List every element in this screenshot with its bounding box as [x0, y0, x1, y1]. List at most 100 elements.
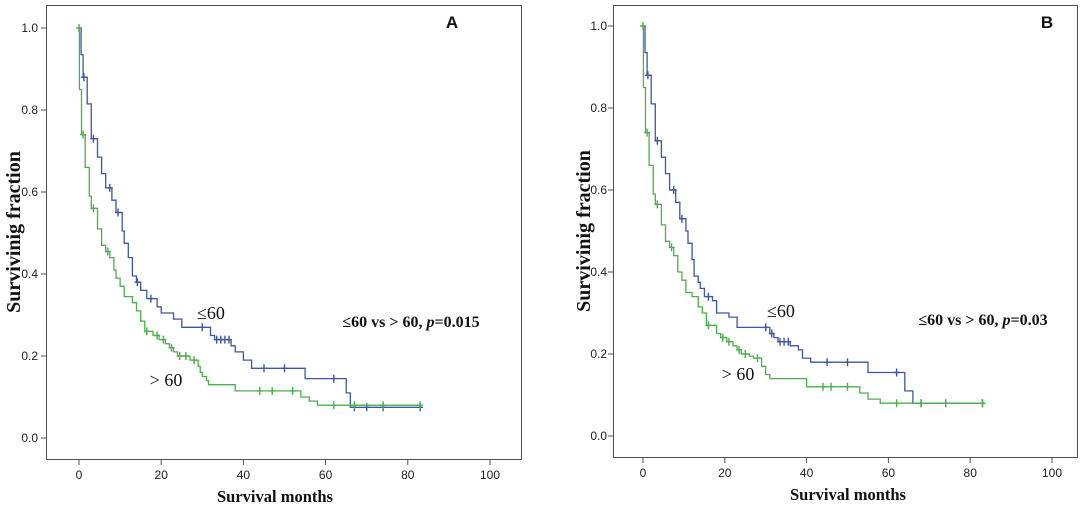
censor-mark-le60 [147, 294, 154, 303]
censor-mark-gt60 [160, 335, 167, 344]
censor-mark-le60 [281, 364, 288, 373]
censor-mark-gt60 [942, 399, 949, 408]
censor-mark-gt60 [154, 331, 161, 340]
y-tick-label: 1.0 [590, 19, 607, 33]
plot-frame [613, 5, 1078, 458]
axes: 0.0 0.2 0.4 0.6 0.8 1.0 0 20 40 60 80 100 [590, 19, 1062, 480]
y-axis-title: Survivinig fraction [3, 151, 25, 313]
censor-mark-gt60 [417, 401, 424, 410]
censor-mark-le60 [644, 71, 651, 80]
x-tick-label: 80 [401, 468, 415, 482]
y-axis-title: Survivinig fraction [573, 150, 595, 312]
censor-mark-gt60 [176, 352, 183, 360]
survival-curve-le60 [79, 27, 421, 408]
y-tick-label: 0.2 [590, 347, 607, 361]
x-axis-title: Survival months [790, 485, 907, 504]
y-tick-label: 0.8 [590, 101, 607, 115]
censor-mark-le60 [705, 292, 712, 301]
panel-b: 0.0 0.2 0.4 0.6 0.8 1.0 0 20 40 60 80 100 B Survivi… [573, 5, 1078, 504]
censor-mark-le60 [678, 214, 685, 223]
censor-mark-le60 [363, 403, 370, 412]
censor-mark-gt60 [182, 352, 189, 360]
censor-mark-gt60 [143, 327, 150, 336]
x-axis-title: Survival months [217, 487, 334, 506]
censor-mark-le60 [762, 323, 769, 332]
censor-mark-gt60 [76, 24, 82, 32]
censor-mark-le60 [115, 208, 121, 217]
censor-mark-le60 [654, 136, 661, 145]
panel-a: 0.0 0.2 0.4 0.6 0.8 1.0 0 20 40 60 80 100 A Survivi… [3, 5, 522, 506]
y-tick-label: 0.6 [21, 185, 38, 199]
censor-mark-le60 [226, 335, 232, 344]
censor-mark-gt60 [80, 130, 87, 139]
y-tick-label: 1.0 [21, 21, 38, 35]
logrank-test-annotation: ≤60 vs > 60, p=0.03 [918, 312, 1047, 329]
y-tick-label: 0.2 [21, 349, 38, 363]
plot-frame [46, 5, 522, 460]
censor-mark-gt60 [668, 243, 675, 252]
censor-mark-le60 [330, 374, 337, 383]
censor-mark-gt60 [351, 401, 358, 410]
censor-mark-gt60 [918, 399, 925, 408]
censor-mark-gt60 [725, 337, 732, 346]
test-comparison: ≤60 vs > 60, [918, 312, 1002, 329]
p-symbol: p [1001, 312, 1011, 329]
survival-curve-gt60 [78, 27, 421, 406]
x-tick-label: 60 [319, 468, 333, 482]
censor-mark-le60 [785, 337, 792, 346]
censor-mark-gt60 [705, 321, 712, 330]
survival-curve-gt60 [642, 25, 983, 404]
x-tick-label: 100 [1042, 466, 1062, 480]
censor-mark-gt60 [90, 204, 97, 213]
survival-curves [76, 24, 424, 412]
censor-mark-gt60 [640, 22, 646, 30]
censor-mark-le60 [768, 329, 775, 338]
y-tick-label: 0.8 [21, 103, 38, 117]
censor-mark-le60 [844, 358, 851, 367]
y-tick-label: 0.0 [21, 431, 38, 445]
censor-mark-gt60 [736, 345, 743, 354]
y-tick-label: 0.0 [590, 429, 607, 443]
test-comparison: ≤60 vs > 60, [342, 314, 426, 331]
group-label-gt60: > 60 [722, 364, 755, 384]
group-label-le60: ≤60 [767, 301, 795, 321]
censor-mark-gt60 [330, 401, 337, 410]
group-label-le60: ≤60 [197, 303, 225, 323]
censor-mark-gt60 [269, 386, 276, 395]
logrank-test-annotation: ≤60 vs > 60, p=0.015 [342, 314, 479, 331]
x-tick-label: 80 [964, 466, 978, 480]
y-tick-label: 0.6 [590, 183, 607, 197]
censor-mark-gt60 [754, 354, 761, 363]
censor-mark-le60 [90, 134, 97, 143]
y-tick-label: 0.4 [590, 265, 607, 279]
y-tick-label: 0.4 [21, 267, 38, 281]
x-tick-label: 0 [76, 468, 83, 482]
survival-curve-le60 [643, 25, 983, 404]
x-tick-label: 100 [480, 468, 500, 482]
censor-mark-le60 [199, 323, 206, 332]
censor-mark-gt60 [191, 356, 198, 365]
censor-mark-le60 [80, 73, 87, 82]
x-tick-label: 40 [800, 466, 814, 480]
x-tick-label: 60 [882, 466, 896, 480]
survival-curves [640, 22, 986, 408]
x-tick-label: 0 [640, 466, 647, 480]
censor-mark-gt60 [979, 399, 986, 408]
x-tick-label: 20 [155, 468, 169, 482]
p-value: =0.03 [1011, 312, 1048, 329]
censor-mark-le60 [670, 186, 677, 194]
censor-mark-le60 [824, 358, 831, 367]
censor-mark-gt60 [893, 399, 900, 408]
censor-mark-gt60 [289, 386, 296, 395]
p-symbol: p [425, 314, 435, 331]
censor-mark-le60 [893, 368, 900, 377]
censor-mark-le60 [261, 364, 267, 373]
panel-label: B [1041, 13, 1053, 32]
panel-label: A [446, 13, 458, 32]
censor-mark-gt60 [742, 350, 749, 358]
group-label-gt60: > 60 [150, 370, 183, 390]
censor-mark-gt60 [168, 343, 175, 352]
censor-mark-gt60 [844, 382, 851, 391]
x-tick-label: 20 [718, 466, 732, 480]
